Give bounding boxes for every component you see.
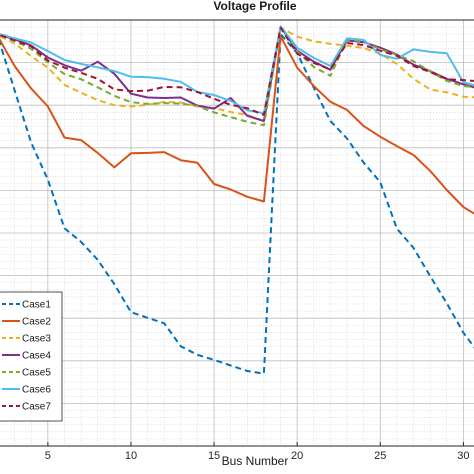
minor-gridlines — [0, 20, 474, 446]
series-line-case7 — [0, 26, 474, 116]
series-line-case3 — [0, 26, 474, 122]
legend-label-case4: Case4 — [22, 351, 51, 362]
legend-label-case1: Case1 — [22, 300, 51, 311]
x-tick-label: 5 — [45, 450, 51, 462]
chart-title: Voltage Profile — [213, 0, 296, 13]
legend: Case1 Case2 Case3 Case4 Case5 Case6 Case7 — [0, 291, 63, 422]
x-tick-labels: 5 10 15 20 25 30 — [45, 442, 470, 462]
series-line-case2 — [0, 35, 474, 215]
legend-box — [0, 291, 63, 422]
x-axis-label: Bus Number — [222, 454, 289, 468]
series-line-case6 — [0, 25, 474, 115]
legend-label-case5: Case5 — [22, 368, 51, 379]
series-line-case5 — [0, 26, 474, 127]
legend-label-case7: Case7 — [22, 402, 51, 413]
legend-label-case6: Case6 — [22, 385, 51, 396]
plot-frame — [0, 19, 474, 447]
x-tick-label: 15 — [208, 450, 220, 462]
x-tick-label: 10 — [125, 450, 137, 462]
plot-lines — [0, 25, 474, 375]
legend-label-case3: Case3 — [22, 334, 51, 345]
legend-label-case2: Case2 — [22, 317, 51, 328]
x-tick-label: 25 — [374, 450, 386, 462]
x-tick-label: 20 — [291, 450, 303, 462]
x-tick-label: 30 — [457, 450, 469, 462]
series-line-case1 — [0, 33, 474, 375]
